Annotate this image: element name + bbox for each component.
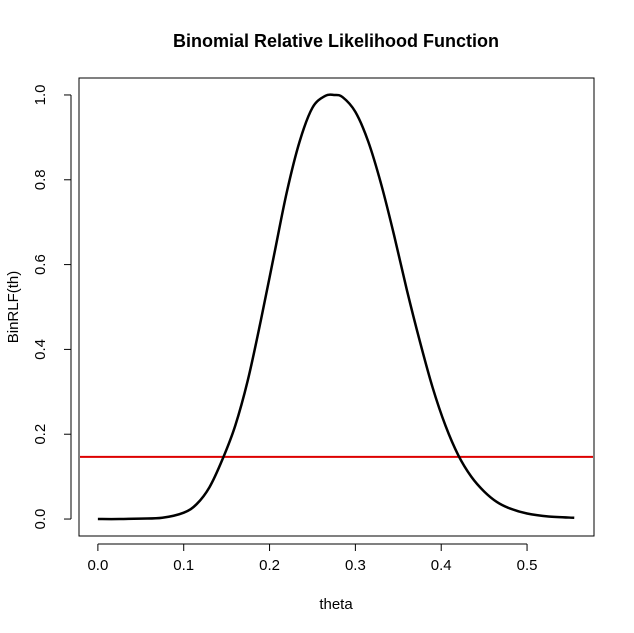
- x-tick-label: 0.0: [87, 557, 108, 574]
- plot-frame: [78, 77, 595, 537]
- y-tick-label: 1.0: [32, 85, 49, 106]
- x-tick-label: 0.1: [173, 557, 194, 574]
- x-tick-label: 0.4: [431, 557, 452, 574]
- y-tick-label: 0.8: [32, 169, 49, 190]
- x-tick-label: 0.2: [259, 557, 280, 574]
- x-tick-label: 0.3: [345, 557, 366, 574]
- series-line: [97, 93, 575, 521]
- x-axis: 0.0 0.1 0.2 0.3 0.4 0.5: [87, 543, 538, 574]
- y-tick-label: 0.4: [32, 339, 49, 360]
- x-tick-label: 0.5: [517, 557, 538, 574]
- y-axis-label: BinRLF(th): [5, 271, 22, 344]
- y-tick-label: 0.6: [32, 254, 49, 275]
- y-tick-label: 0.0: [32, 509, 49, 530]
- y-tick-label: 0.2: [32, 424, 49, 445]
- y-axis: 0.0 0.2 0.4 0.6 0.8 1.0: [32, 85, 72, 530]
- x-axis-label: theta: [319, 596, 353, 613]
- chart-title: Binomial Relative Likelihood Function: [173, 31, 499, 51]
